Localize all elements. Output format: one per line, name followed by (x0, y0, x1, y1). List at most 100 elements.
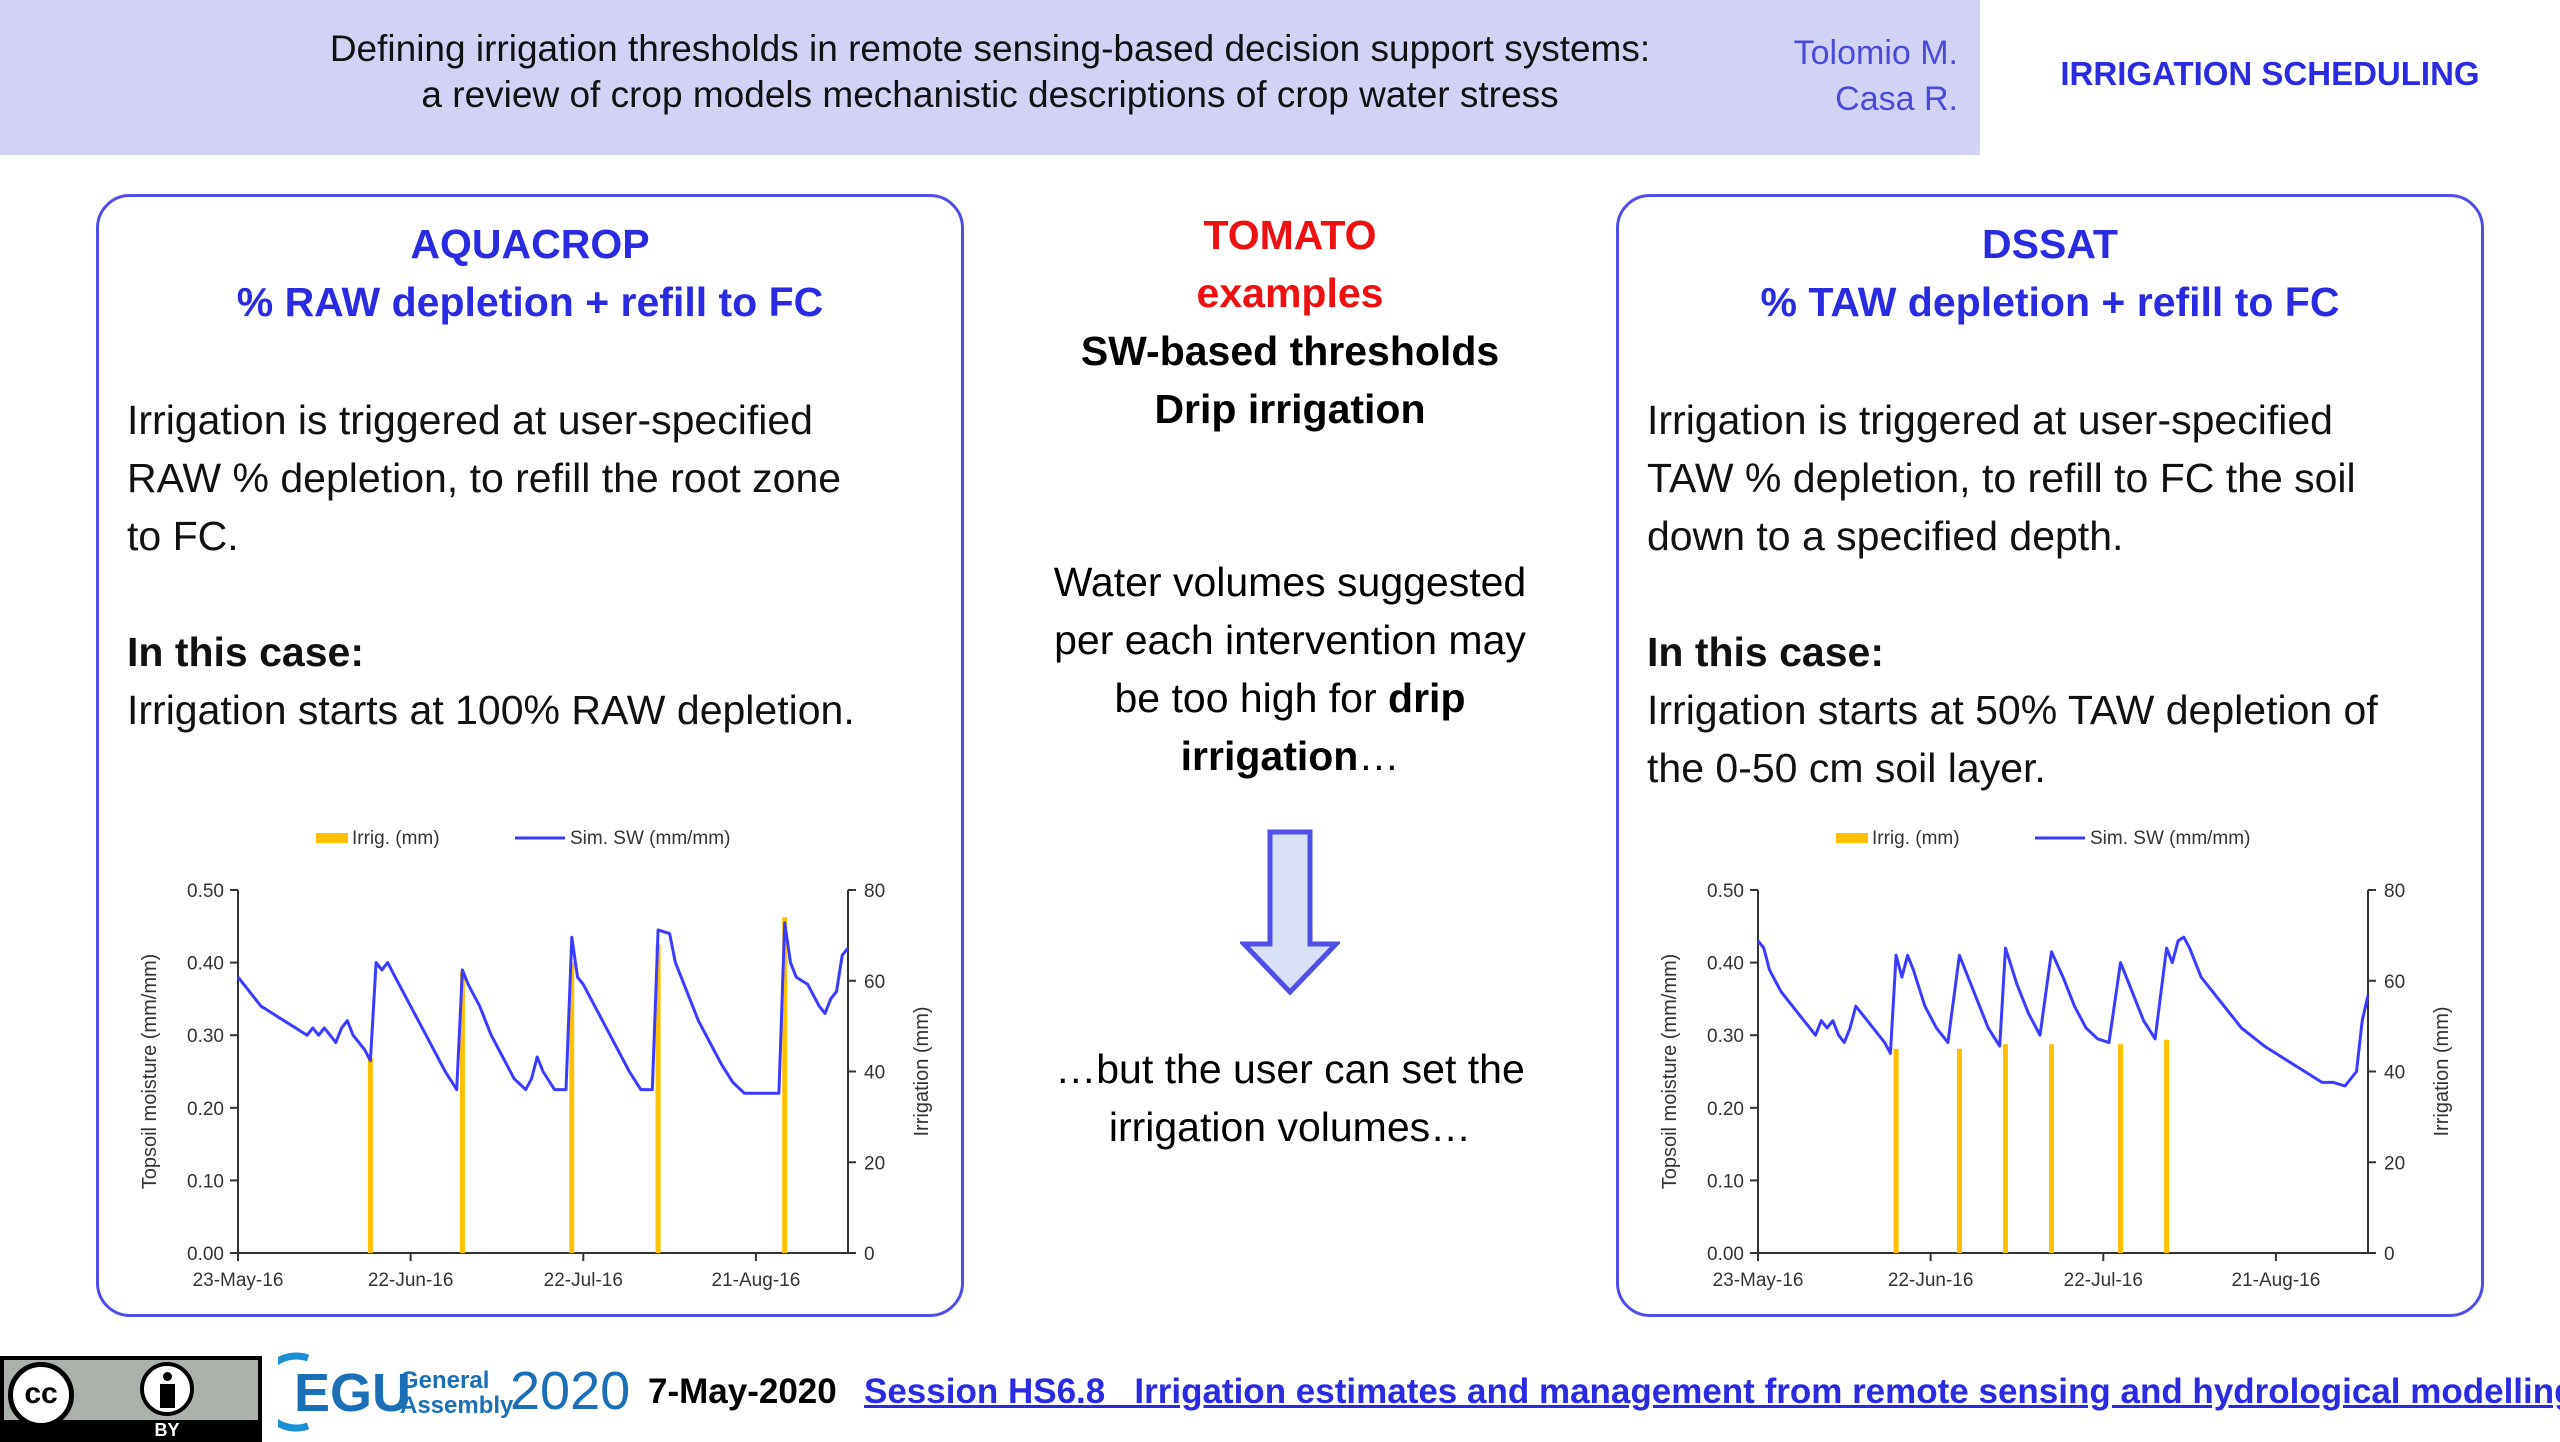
soil-water-line (1756, 935, 2370, 1088)
session-link[interactable]: Session HS6.8 Irrigation estimates and m… (864, 1372, 2560, 1411)
y-tick-label: 0.20 (1707, 1099, 1744, 1120)
egu-general-assembly: General Assembly (400, 1368, 513, 1418)
x-tick-label: 23-May-16 (193, 1270, 284, 1291)
author-1: Tolomio M. (1793, 34, 1958, 72)
by-label: BY (154, 1420, 180, 1440)
y2-axis-title: Irrigation (mm) (2431, 1006, 2453, 1136)
y2-tick-label: 40 (2384, 1063, 2405, 1084)
header-band: Defining irrigation thresholds in remote… (0, 0, 1980, 155)
threshold-type: SW-based thresholds (1080, 328, 1500, 374)
note-text: … (1358, 733, 1400, 779)
legend-irrig-swatch (1836, 833, 1868, 843)
x-tick-label: 22-Jul-16 (544, 1270, 623, 1291)
case-heading: In this case: (1647, 629, 1884, 675)
y2-tick-label: 60 (2384, 972, 2405, 993)
y-axis-title: Topsoil moisture (mm/mm) (139, 954, 161, 1190)
y-tick-label: 0.30 (1707, 1026, 1744, 1047)
case-line: Irrigation starts at 50% TAW depletion o… (1647, 687, 2378, 733)
title-line-1: Defining irrigation thresholds in remote… (329, 28, 1651, 69)
x-tick-label: 23-May-16 (1713, 1270, 1804, 1291)
panel-case: In this case: Irrigation starts at 100% … (127, 623, 947, 739)
center-note-2: …but the user can set the irrigation vol… (990, 1040, 1590, 1156)
y2-axis-title: Irrigation (mm) (911, 1006, 933, 1136)
cc-icon: cc (8, 1362, 74, 1428)
y-tick-label: 0.50 (1707, 881, 1744, 902)
center-note-1: Water volumes suggested per each interve… (990, 553, 1590, 785)
note-line: be too high for drip (990, 669, 1590, 727)
x-tick-label: 22-Jul-16 (2064, 1270, 2143, 1291)
irrigation-bar (2048, 1044, 2054, 1253)
y2-tick-label: 0 (864, 1244, 875, 1265)
irrigation-bar (655, 944, 661, 1253)
attribution-icon (140, 1362, 194, 1416)
topic-label: IRRIGATION SCHEDULING (2060, 55, 2480, 92)
note-bold-text: irrigation (1180, 733, 1359, 779)
irrigation-bar (1893, 1048, 1899, 1253)
egu-general-label: General (400, 1367, 490, 1394)
aquacrop-chart: 0.00 0.10 0.20 0.30 0.40 0.50 0 20 40 60 80 23-May-… (139, 828, 933, 1291)
note-line: irrigation volumes… (1108, 1104, 1472, 1150)
note-line: irrigation… (990, 727, 1590, 785)
desc-line: Irrigation is triggered at user-specifie… (127, 397, 813, 443)
egu-wordmark: EGU (294, 1363, 412, 1423)
panel-model-title: AQUACROP (410, 221, 650, 267)
dssat-chart: 0.00 0.10 0.20 0.30 0.40 0.50 0 20 40 60 80 23-May-… (1659, 828, 2453, 1291)
y-tick-label: 0.10 (1707, 1171, 1744, 1192)
desc-line: TAW % depletion, to refill to FC the soi… (1647, 455, 2356, 501)
irrigation-bar (459, 971, 465, 1253)
x-tick-label: 21-Aug-16 (2232, 1270, 2321, 1291)
case-line: Irrigation starts at 100% RAW depletion. (127, 687, 855, 733)
irrigation-bar (1956, 1048, 1962, 1253)
dssat-panel: DSSAT % TAW depletion + refill to FC Irr… (1616, 194, 2484, 1317)
x-tick-label: 21-Aug-16 (712, 1270, 801, 1291)
panel-method-title: % TAW depletion + refill to FC (1760, 279, 2340, 325)
y-tick-label: 0.50 (187, 881, 224, 902)
irrigation-bar (2118, 1044, 2124, 1253)
note-line: per each intervention may (1054, 617, 1526, 663)
title-line-2: a review of crop models mechanistic desc… (421, 74, 1559, 115)
x-tick-label: 22-Jun-16 (368, 1270, 454, 1291)
irrigation-bar (2002, 1044, 2008, 1253)
legend-irrig-label: Irrig. (mm) (352, 828, 440, 849)
irrigation-bar (782, 917, 788, 1253)
legend-irrig-swatch (316, 833, 348, 843)
note-text: be too high for (1114, 675, 1377, 721)
note-line: Water volumes suggested (1053, 559, 1527, 605)
legend-sw-label: Sim. SW (mm/mm) (2090, 828, 2250, 849)
y-tick-label: 0.20 (187, 1099, 224, 1120)
panel-method-title: % RAW depletion + refill to FC (236, 279, 824, 325)
y-tick-label: 0.00 (187, 1244, 224, 1265)
y2-tick-label: 80 (2384, 881, 2405, 902)
y2-tick-label: 80 (864, 881, 885, 902)
cc-by-license-badge: cc BY (0, 1356, 262, 1442)
presentation-date: 7-May-2020 (648, 1372, 837, 1411)
case-heading: In this case: (127, 629, 364, 675)
desc-line: to FC. (127, 513, 239, 559)
irrigation-bar (2164, 1039, 2170, 1253)
y-axis-title: Topsoil moisture (mm/mm) (1659, 954, 1681, 1190)
desc-line: Irrigation is triggered at user-specifie… (1647, 397, 2333, 443)
panel-model-title: DSSAT (1982, 221, 2118, 267)
irrigation-bar (569, 962, 575, 1253)
examples-label: examples (1196, 270, 1384, 316)
y2-tick-label: 40 (864, 1063, 885, 1084)
crop-title: TOMATO (1203, 212, 1377, 258)
desc-line: RAW % depletion, to refill the root zone (127, 455, 842, 501)
panel-case: In this case: Irrigation starts at 50% T… (1647, 623, 2467, 797)
irrigation-type: Drip irrigation (1154, 386, 1426, 432)
irrigation-bar (367, 1057, 373, 1253)
y-tick-label: 0.40 (1707, 954, 1744, 975)
note-bold-text: drip (1388, 675, 1466, 721)
y2-tick-label: 0 (2384, 1244, 2395, 1265)
panel-description: Irrigation is triggered at user-specifie… (1647, 391, 2467, 565)
soil-water-line (236, 921, 850, 1095)
y-tick-label: 0.10 (187, 1171, 224, 1192)
y2-tick-label: 20 (2384, 1153, 2405, 1174)
author-2: Casa R. (1835, 80, 1958, 118)
down-arrow-icon (1240, 829, 1340, 996)
aquacrop-panel: AQUACROP % RAW depletion + refill to FC … (96, 194, 964, 1317)
y-tick-label: 0.00 (1707, 1244, 1744, 1265)
y-tick-label: 0.40 (187, 954, 224, 975)
note-line: …but the user can set the (1055, 1046, 1525, 1092)
y2-tick-label: 20 (864, 1153, 885, 1174)
